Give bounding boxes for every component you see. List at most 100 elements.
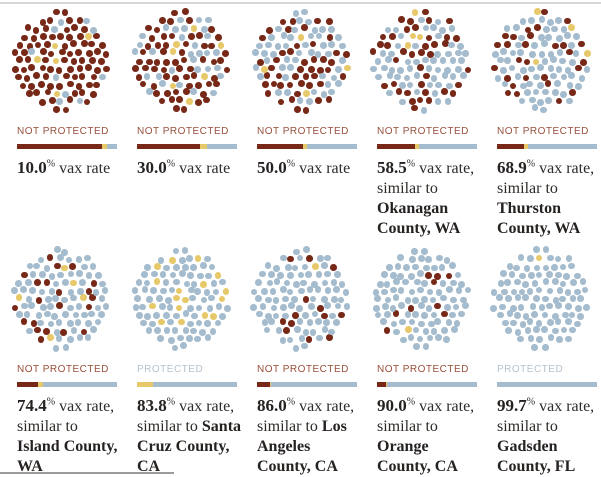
person-dot <box>36 297 43 304</box>
person-dot <box>497 312 504 319</box>
sim-cell-58pct-okanagan: NOT PROTECTED 58.5% vax rate, similar to… <box>361 6 481 244</box>
person-dot <box>455 272 462 279</box>
person-dot <box>21 318 28 325</box>
person-dot <box>513 265 520 272</box>
person-dot <box>81 40 88 47</box>
bar-segment-infected <box>17 144 102 149</box>
person-dot <box>146 327 153 334</box>
vax-rate-caption: 86.0% vax rate, similar to Los Angeles C… <box>257 396 361 477</box>
person-dot <box>24 75 31 82</box>
person-dot <box>33 27 40 34</box>
person-dot <box>88 41 95 48</box>
person-dot <box>427 82 434 89</box>
person-dot <box>505 327 512 334</box>
person-dot <box>384 311 391 318</box>
person-dot <box>173 248 180 255</box>
person-dot <box>79 279 86 286</box>
person-dot <box>455 82 462 89</box>
person-dot <box>578 41 585 48</box>
person-dot <box>183 310 190 317</box>
person-dot <box>79 73 86 80</box>
person-dot <box>33 263 40 270</box>
person-dot <box>560 91 567 98</box>
person-dot <box>525 327 532 334</box>
person-dot <box>458 57 465 64</box>
person-dot <box>560 264 567 271</box>
person-dot <box>568 24 575 31</box>
person-dot <box>171 10 178 17</box>
person-dot <box>421 248 428 255</box>
person-dot <box>153 312 160 319</box>
person-dot <box>301 24 308 31</box>
person-dot <box>191 72 198 79</box>
person-dot <box>44 41 51 48</box>
person-dot <box>559 296 566 303</box>
person-dot <box>417 270 424 277</box>
person-dot <box>440 57 447 64</box>
person-dot <box>176 96 183 103</box>
person-dot <box>51 26 58 33</box>
person-dot <box>325 81 332 88</box>
person-dot <box>547 319 554 326</box>
person-dot <box>385 56 392 63</box>
person-dot <box>329 313 336 320</box>
person-dot <box>380 318 387 325</box>
person-dot <box>534 265 541 272</box>
person-dot <box>328 41 335 48</box>
person-dot <box>536 336 543 343</box>
person-dot <box>90 326 97 333</box>
person-dot <box>57 272 64 279</box>
person-dot <box>191 25 198 32</box>
person-dot <box>397 254 404 261</box>
county-name: Gadsden County, FL <box>497 438 575 475</box>
person-dot <box>169 257 176 264</box>
person-dot <box>542 344 549 351</box>
person-dot <box>504 279 511 286</box>
person-dot <box>268 65 275 72</box>
person-dot <box>180 342 187 349</box>
person-dot <box>176 288 183 295</box>
person-dot <box>418 17 425 24</box>
person-dot <box>389 67 396 74</box>
person-dot <box>224 305 231 312</box>
person-dot <box>338 312 345 319</box>
person-dot <box>456 287 463 294</box>
person-dot <box>71 327 78 334</box>
person-dot <box>510 50 517 57</box>
person-dot <box>583 304 590 311</box>
person-dot <box>53 58 60 65</box>
person-dot <box>557 49 564 56</box>
person-dot <box>568 42 575 49</box>
bar-segment-infected <box>497 144 524 149</box>
person-dot <box>153 90 160 97</box>
person-dot <box>541 326 548 333</box>
person-dot <box>86 82 93 89</box>
person-dot <box>510 320 517 327</box>
person-dot <box>167 304 174 311</box>
person-dot <box>257 73 264 80</box>
person-dot <box>204 33 211 40</box>
protection-status-label: NOT PROTECTED <box>377 364 481 375</box>
person-dot <box>450 297 457 304</box>
percent-sign: % <box>287 397 295 408</box>
person-dot <box>56 302 63 309</box>
person-dot <box>176 305 183 312</box>
person-dot <box>270 51 277 58</box>
person-dot <box>538 34 545 41</box>
person-dot <box>61 297 68 304</box>
person-dot <box>136 59 143 66</box>
person-dot <box>414 89 421 96</box>
person-dot <box>370 66 377 73</box>
person-dot <box>201 297 208 304</box>
person-dot <box>38 257 45 264</box>
person-dot <box>132 287 139 294</box>
person-dot <box>186 335 193 342</box>
person-dot <box>374 295 381 302</box>
person-dot <box>173 313 180 320</box>
person-dot <box>426 97 433 104</box>
person-dot <box>25 56 32 63</box>
person-dot <box>172 345 179 352</box>
person-dot <box>268 318 275 325</box>
person-dot <box>282 313 289 320</box>
person-dot <box>405 311 412 318</box>
